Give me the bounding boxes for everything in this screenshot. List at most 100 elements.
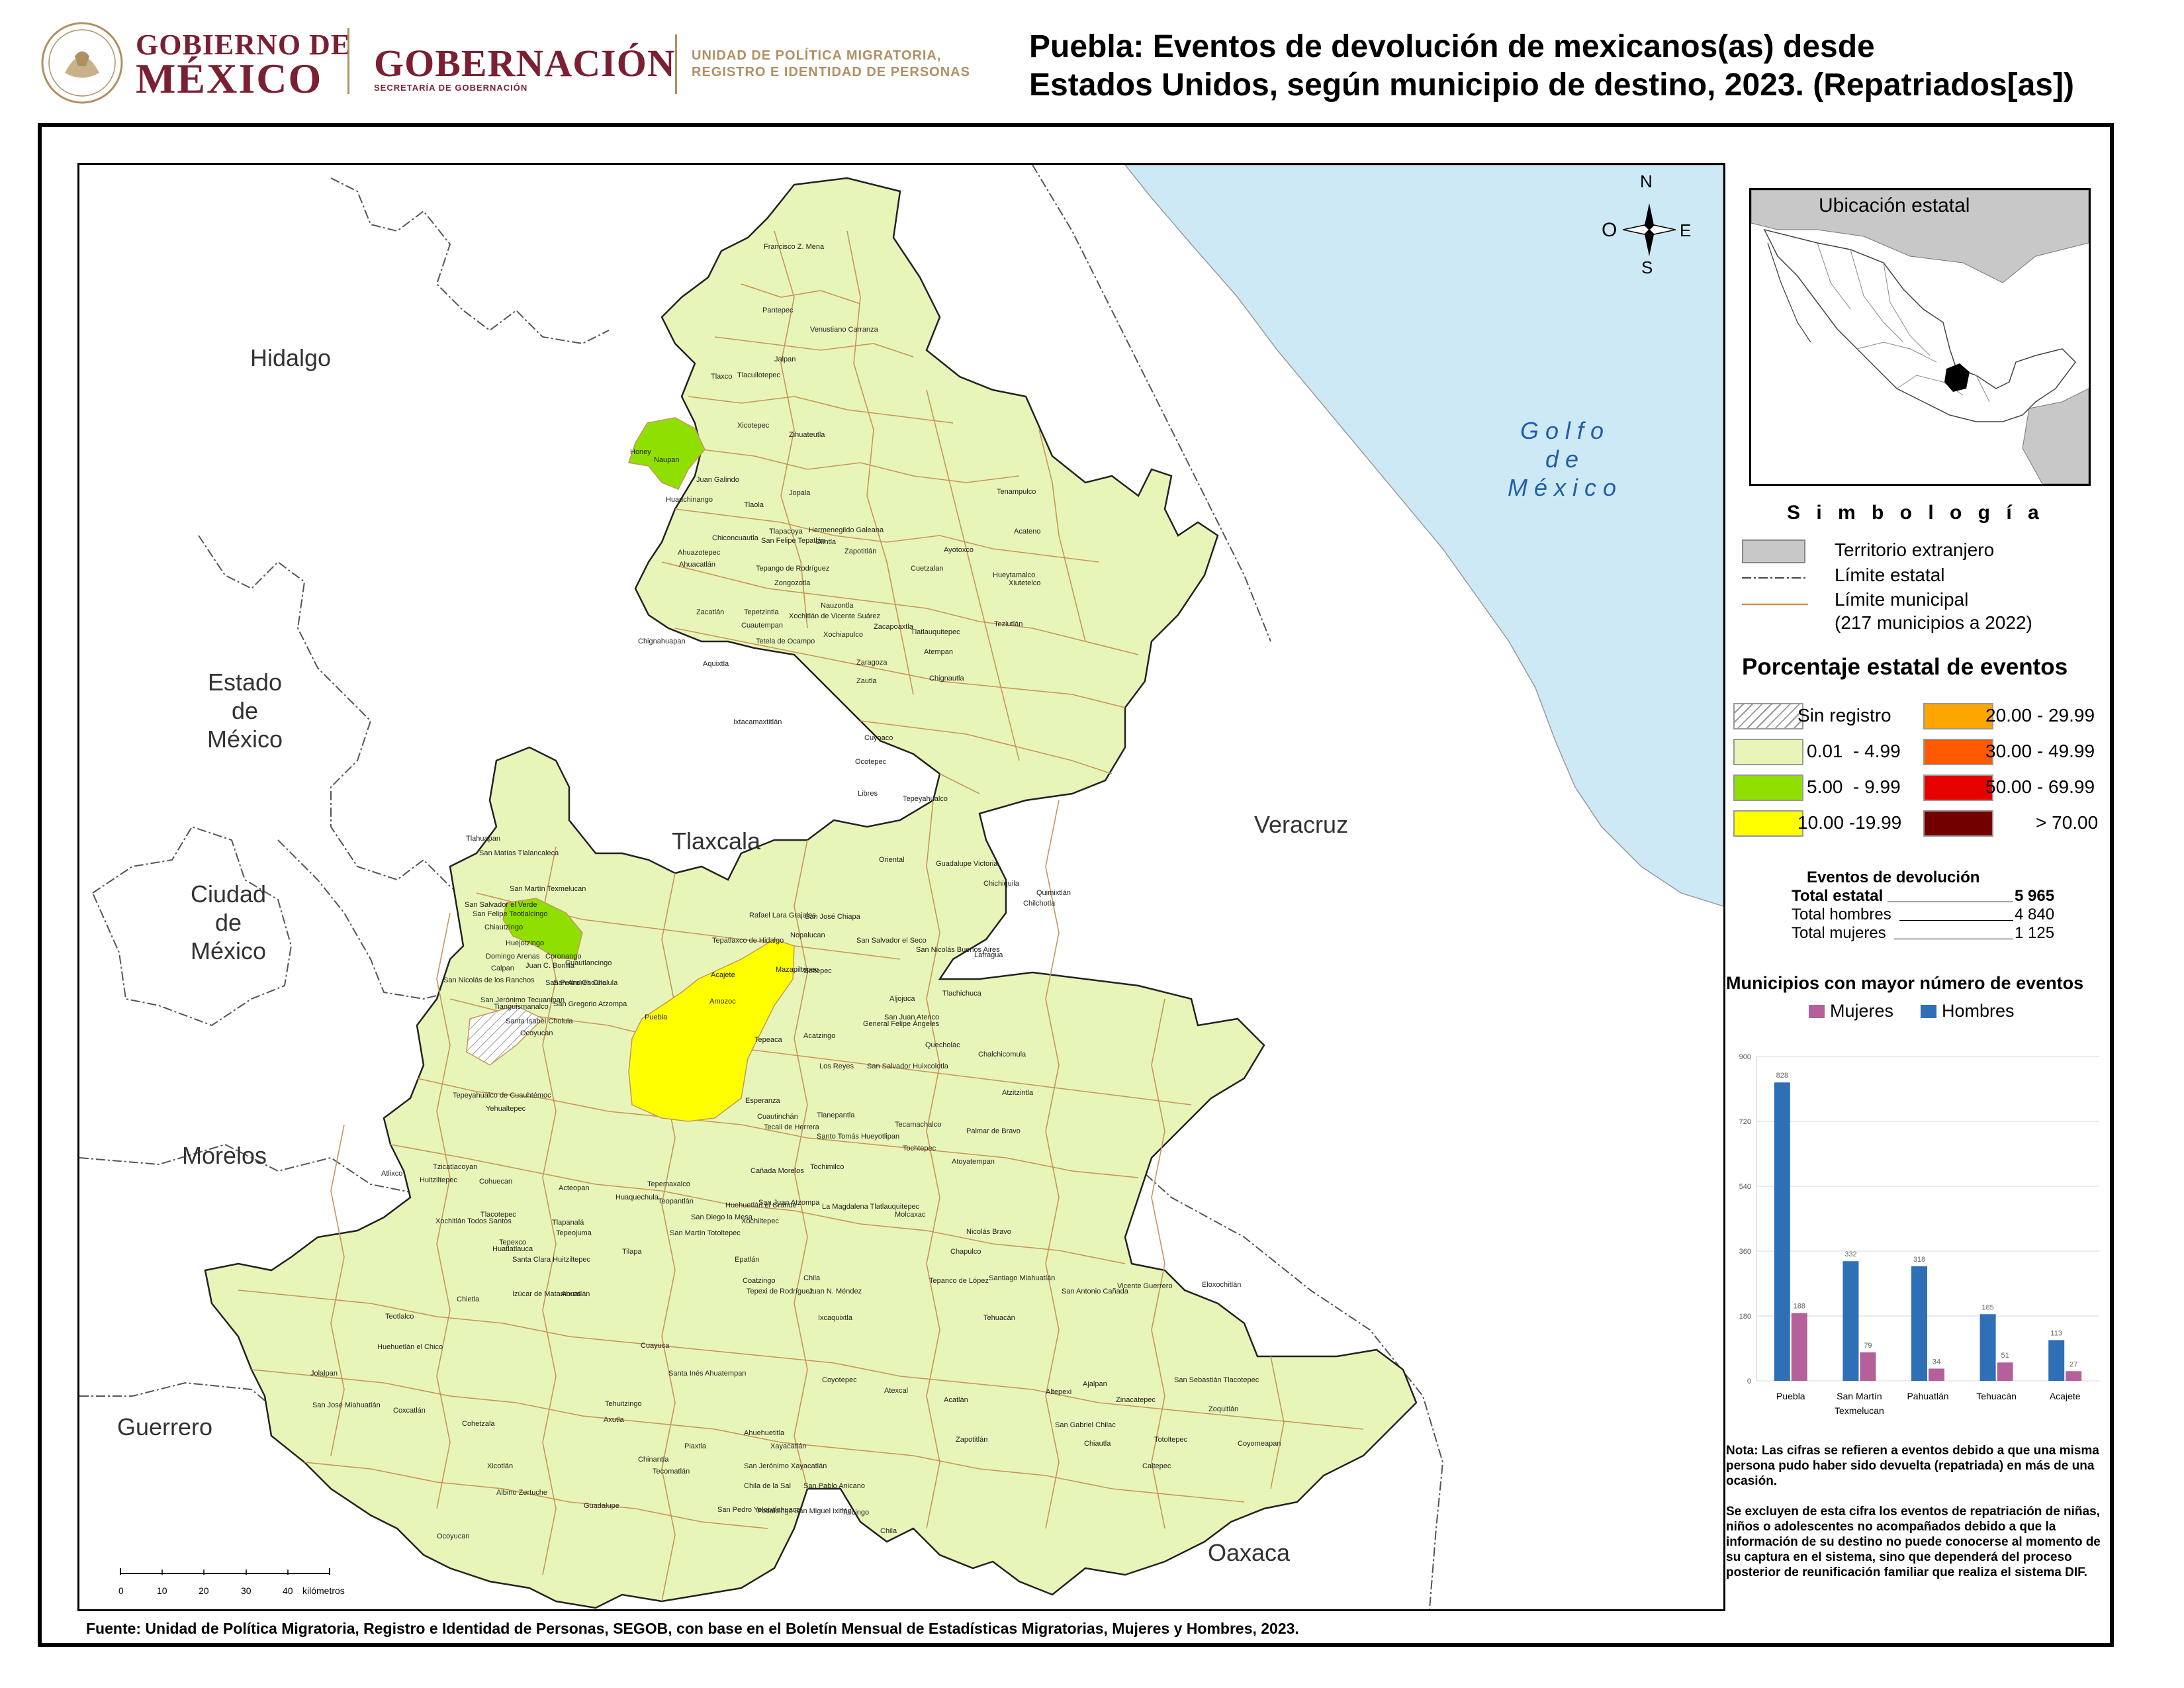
municipality-label: San Antonio Cañada: [1062, 1288, 1128, 1295]
swatch-class-2: [1733, 774, 1803, 801]
scale-tick-10: 10: [157, 1585, 167, 1596]
gulf-label-line1: G o l f o: [1520, 417, 1604, 444]
chart-category-label: Puebla: [1776, 1391, 1805, 1401]
municipality-label: Tehuacán: [983, 1314, 1015, 1322]
municipality-label: Chiconcuautla: [712, 534, 758, 542]
cdmx-label: Ciudad de México: [169, 880, 288, 965]
municipality-label: Libres: [858, 790, 878, 798]
compass-n: N: [1640, 171, 1653, 191]
municipality-label: Tepexi de Rodríguez: [747, 1288, 813, 1295]
municipality-label: Huejotzingo: [506, 939, 545, 947]
municipality-label: Coatzingo: [743, 1277, 776, 1285]
legend-mujeres-swatch: [1809, 1005, 1825, 1018]
municipality-label: San José Miahuatlán: [312, 1401, 381, 1409]
municipality-label: Santa Inés Ahuatempan: [668, 1370, 747, 1378]
scale-tick-30: 30: [241, 1585, 251, 1596]
scale-tick-20: 20: [199, 1585, 209, 1596]
municipality-label: Axutla: [604, 1416, 624, 1424]
municipality-label: Coyomeapan: [1238, 1440, 1281, 1448]
total-mujeres-value: 1 125: [2015, 924, 2055, 942]
edomex-label: Estado de México: [185, 668, 304, 753]
municipality-label: Cuayuca: [641, 1342, 670, 1350]
municipality-label: Quecholac: [925, 1041, 960, 1049]
municipality-label: Chila: [803, 1274, 821, 1282]
chart-data-label-mujeres: 27: [2070, 1360, 2077, 1368]
municipality-label: Aljojuca: [889, 995, 915, 1003]
scale-tick-0: 0: [118, 1585, 124, 1596]
municipality-label: Xochitlán Todos Santos: [435, 1217, 512, 1225]
municipality-label: Tecamachalco: [895, 1121, 942, 1129]
municipality-label: Chignahuapan: [638, 637, 686, 645]
map-title: Puebla: Eventos de devolución de mexican…: [1029, 28, 2074, 105]
municipality-label: Tlaola: [744, 501, 764, 509]
municipality-label: Aquixtla: [703, 660, 729, 668]
municipality-label: Ajalpan: [1083, 1380, 1107, 1388]
municipal-borders: [238, 230, 1364, 1602]
location-inset: [1749, 188, 2091, 486]
municipality-label: Zaragoza: [856, 659, 887, 667]
unidad-line2: REGISTRO E IDENTIDAD DE PERSONAS: [692, 65, 970, 79]
total-estatal-label: Total estatal: [1792, 887, 1884, 905]
municipality-label: Puebla: [645, 1013, 668, 1021]
municipality-label: Atlixco: [381, 1170, 403, 1178]
municipality-label: Juan C. Bonilla: [525, 962, 574, 970]
municipality-label: Yehualtepec: [486, 1105, 526, 1113]
municipality-label: San Felipe Tepatlán: [761, 537, 826, 545]
cdmx-label-line3: México: [190, 937, 267, 964]
municipality-label: Zacatlán: [696, 608, 725, 616]
san-martin-texmelucan-municipality: [502, 898, 583, 960]
municipality-label: Cañada Morelos: [751, 1167, 804, 1175]
municipality-label: Tenampulco: [997, 488, 1036, 496]
municipality-label: San Andrés Cholula: [553, 979, 618, 987]
gulf-label: G o l f o d e M é x i c o: [1482, 416, 1641, 502]
municipality-label: Tecali de Herrera: [764, 1123, 819, 1131]
municipality-label: San Martín Texmelucan: [510, 885, 586, 893]
municipality-label: Ocotepec: [855, 758, 887, 766]
hidalgo-label: Hidalgo: [250, 344, 332, 371]
state-boundary-label: Límite estatal: [1835, 565, 1945, 585]
municipality-label: Xicotepec: [737, 422, 770, 430]
municipality-label: Atoyatempan: [952, 1158, 995, 1166]
government-seal-icon: [41, 22, 123, 104]
municipality-label: Teotlalco: [385, 1313, 414, 1321]
gulf-label-line2: d e: [1545, 445, 1579, 473]
gulf-of-mexico: [1124, 165, 1723, 907]
municipality-label: Ahuacatlán: [679, 561, 716, 569]
municipality-label: Chinantla: [638, 1456, 669, 1464]
chart-bar-mujeres: [1791, 1313, 1807, 1381]
municipality-label: Tulcingo: [842, 1509, 870, 1517]
swatch-class-4: [1923, 703, 1993, 729]
municipality-label: Tepeyahualco de Cuauhtémoc: [453, 1092, 551, 1100]
swatch-class-3: [1733, 810, 1803, 837]
scale-bar: [120, 1568, 330, 1575]
chart-category-label: San Martín: [1837, 1391, 1882, 1401]
municipality-label: Atexcal: [884, 1387, 909, 1395]
municipality-label: Chiautzingo: [484, 923, 523, 931]
municipality-label: Cuetzalan: [911, 565, 944, 573]
legend-hombres-swatch: [1921, 1005, 1936, 1018]
compass-s: S: [1641, 258, 1653, 277]
municipality-label: Nicolás Bravo: [966, 1228, 1011, 1236]
municipality-label: Tetela de Ocampo: [756, 637, 815, 645]
municipality-label: Acteopan: [559, 1184, 590, 1192]
tlaxcala-label: Tlaxcala: [672, 827, 761, 855]
total-estatal-value: 5 965: [2015, 887, 2055, 905]
municipality-label: San Juan Atzompa: [758, 1199, 820, 1207]
municipality-label: Acatzingo: [803, 1032, 836, 1040]
nota-block: Nota: Las cifras se refieren a eventos d…: [1726, 1443, 2110, 1595]
municipality-label: Oriental: [879, 856, 905, 864]
class-label-5: 30.00 - 49.99: [1985, 741, 2095, 761]
municipality-label: Caltepec: [1142, 1462, 1171, 1470]
unidad-line1: UNIDAD DE POLÍTICA MIGRATORIA,: [692, 48, 942, 63]
municipality-label: Xayacatlán: [770, 1442, 807, 1450]
municipality-label: Soltepec: [803, 967, 832, 975]
map-canvas: [79, 165, 1723, 1609]
municipality-label: Chietla: [457, 1295, 480, 1303]
swatch-class-6: [1923, 774, 1993, 801]
municipality-label: Zongozotla: [774, 579, 811, 587]
veracruz-label: Veracruz: [1254, 811, 1349, 838]
municipality-label: San Nicolás de los Ranchos: [443, 976, 535, 984]
chart-category-label: Tehuacán: [1976, 1391, 2017, 1401]
mexico-inset-map: [1751, 190, 2089, 484]
municipality-label: Zihuateutla: [789, 431, 825, 439]
